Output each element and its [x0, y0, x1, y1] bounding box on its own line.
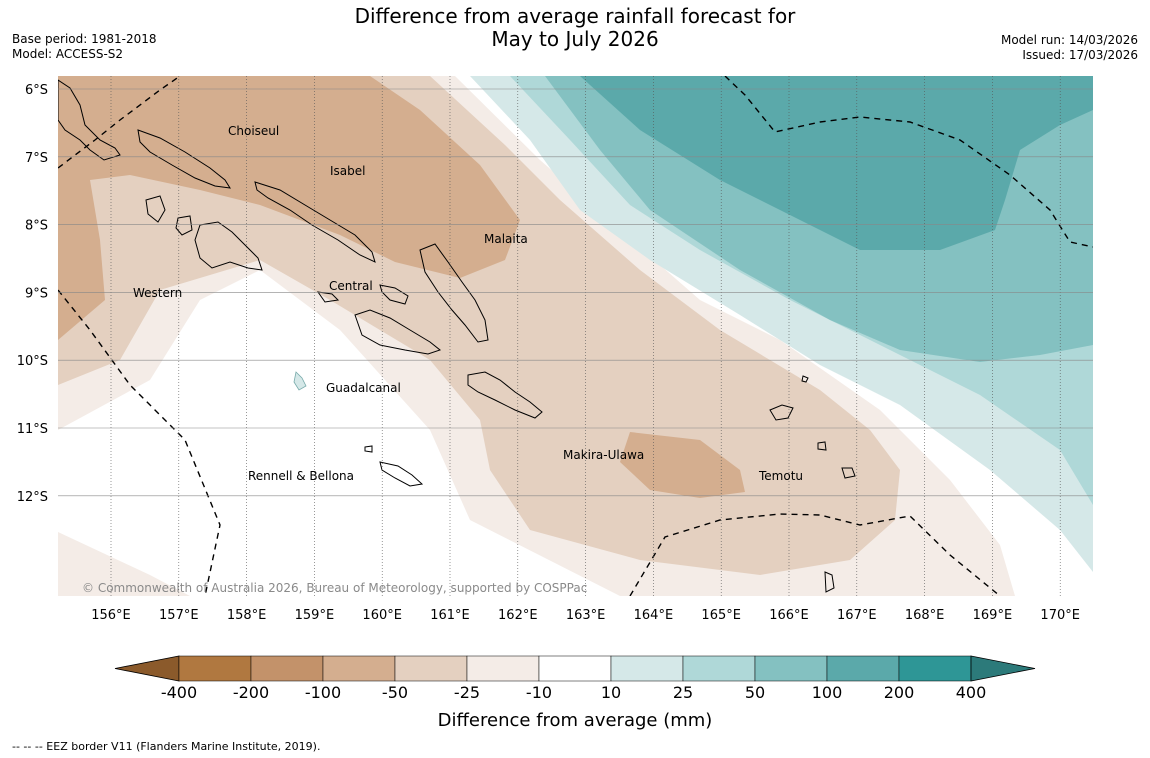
lon-label: 166°E [769, 608, 809, 623]
province-labels: Choiseul Isabel Malaita Western Central … [133, 124, 803, 483]
colorbar-segment [898, 655, 972, 682]
island-new-georgia [175, 215, 263, 271]
lon-label: 168°E [905, 608, 945, 623]
model-run-date: Model run: 14/03/2026 [1000, 33, 1138, 47]
label-guadalcanal: Guadalcanal [326, 381, 401, 395]
island-rennell [379, 461, 424, 487]
chart-title-line1: Difference from average rainfall forecas… [354, 4, 796, 28]
lon-label: 164°E [634, 608, 674, 623]
colorbar-segment [250, 655, 324, 682]
colorbar-arrow-high [970, 655, 1036, 682]
colorbar-title: Difference from average (mm) [437, 710, 713, 731]
copyright-notice: © Commonwealth of Australia 2026, Bureau… [82, 581, 587, 595]
lat-label: 7°S [25, 151, 48, 166]
colorbar-tick-label: -200 [232, 683, 270, 702]
label-rennell-bellona: Rennell & Bellona [248, 469, 354, 483]
island-russell [316, 291, 340, 303]
label-temotu: Temotu [758, 469, 803, 483]
colorbar-tick-label: 50 [744, 683, 766, 702]
lon-label: 158°E [227, 608, 267, 623]
colorbar-tick-label: -50 [381, 683, 409, 702]
island-isabel [254, 181, 376, 263]
lon-label: 160°E [362, 608, 402, 623]
island-makira [467, 371, 543, 419]
lon-label: 167°E [837, 608, 877, 623]
colorbar-tick-label: 400 [955, 683, 987, 702]
lon-label: 170°E [1040, 608, 1080, 623]
island-utupua [817, 441, 827, 451]
island-vella [145, 195, 166, 223]
colorbar-tick-label: -400 [160, 683, 198, 702]
colorbar-segment [322, 655, 396, 682]
colorbar-segment [178, 655, 252, 682]
colorbar-segment [394, 655, 468, 682]
colorbar-tick-label: -100 [304, 683, 342, 702]
island-choiseul [137, 129, 231, 189]
island-tikopia [824, 571, 835, 593]
island-malaita [419, 243, 489, 343]
label-choiseul: Choiseul [228, 124, 279, 138]
colorbar-segment [466, 655, 540, 682]
lon-label: 156°E [91, 608, 131, 623]
band-plus-100 [580, 76, 1093, 250]
label-isabel: Isabel [330, 164, 365, 178]
colorbar-segment [754, 655, 828, 682]
colorbar-segment [682, 655, 756, 682]
label-makira-ulawa: Makira-Ulawa [563, 448, 644, 462]
island-bougainville [58, 79, 121, 161]
band-minus-50 [58, 76, 520, 340]
latitude-axis: 6°S 7°S 8°S 9°S 10°S 11°S 12°S [17, 83, 48, 505]
lat-label: 12°S [17, 490, 48, 505]
longitude-axis: 156°E 157°E 158°E 159°E 160°E 161°E 162°E 163°E… [91, 608, 1080, 623]
lon-label: 161°E [430, 608, 470, 623]
colorbar-arrow-low [114, 655, 180, 682]
colorbar-segment [538, 655, 612, 682]
lon-label: 163°E [566, 608, 606, 623]
colorbar-tick-label: 10 [600, 683, 622, 702]
gridlines [58, 76, 1093, 596]
lon-label: 157°E [159, 608, 199, 623]
lat-label: 11°S [17, 422, 48, 437]
label-western: Western [133, 286, 182, 300]
colorbar-tick-label: 200 [883, 683, 915, 702]
label-malaita: Malaita [484, 232, 528, 246]
lon-label: 159°E [295, 608, 335, 623]
island-vanikoro [841, 467, 856, 479]
eez-borders [58, 76, 1093, 596]
colorbar-tick-label: 25 [672, 683, 694, 702]
colorbar [114, 655, 1036, 682]
lat-label: 10°S [17, 354, 48, 369]
island-bellona [364, 445, 373, 453]
colorbar-tick-label: 100 [811, 683, 843, 702]
lon-label: 165°E [701, 608, 741, 623]
colorbar-tick-label: -25 [453, 683, 481, 702]
issued-date: Issued: 17/03/2026 [1022, 48, 1138, 62]
colorbar-segment [610, 655, 684, 682]
colorbar-tick-label: -10 [525, 683, 553, 702]
base-period: Base period: 1981-2018 [12, 32, 157, 46]
lat-label: 9°S [25, 286, 48, 301]
lat-label: 6°S [25, 83, 48, 98]
lon-label: 162°E [498, 608, 538, 623]
contour-fills [58, 76, 1093, 596]
islands [58, 79, 856, 593]
island-santa-cruz [769, 404, 794, 421]
island-guadalcanal [354, 309, 442, 355]
band-minus-10-sw [58, 532, 190, 596]
eez-legend-note: -- -- -- EEZ border V11 (Flanders Marine… [12, 740, 321, 753]
model-name: Model: ACCESS-S2 [12, 47, 124, 61]
colorbar-segment [826, 655, 900, 682]
lat-label: 8°S [25, 219, 48, 234]
island-lagoon-indispensable [293, 371, 307, 391]
lon-label: 169°E [973, 608, 1013, 623]
island-reef [801, 375, 809, 383]
chart-title-line2: May to July 2026 [491, 27, 659, 51]
band-minus-50-makira [620, 432, 745, 498]
label-central: Central [329, 279, 373, 293]
